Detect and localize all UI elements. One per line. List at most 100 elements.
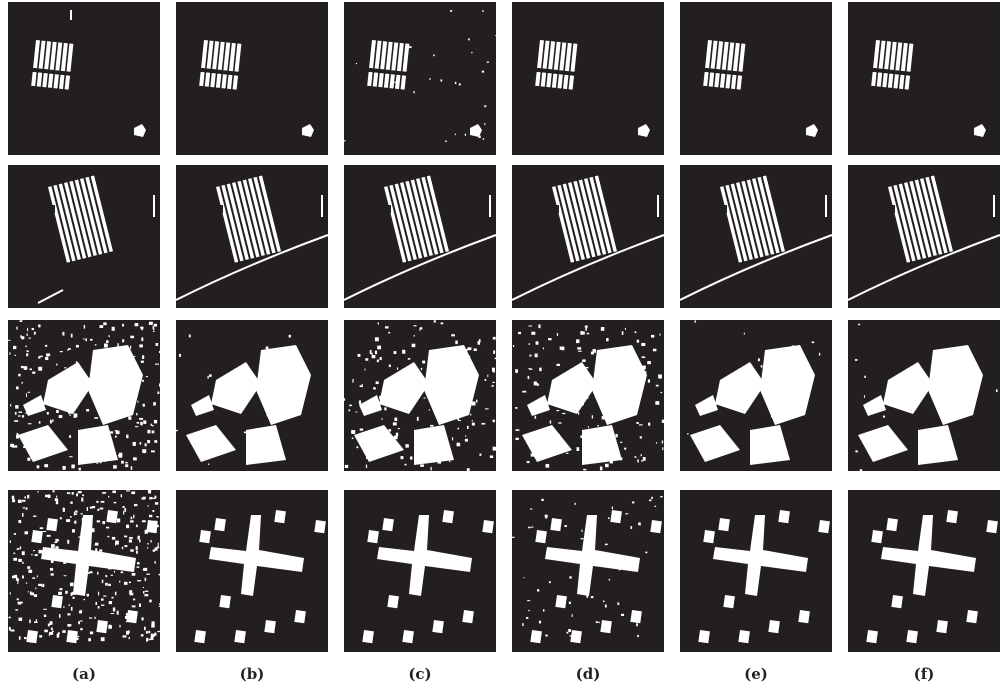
noise bbox=[121, 494, 122, 497]
noise bbox=[390, 387, 393, 389]
noise bbox=[440, 443, 441, 447]
noise bbox=[74, 512, 75, 516]
noise bbox=[541, 499, 543, 501]
noise bbox=[81, 513, 83, 514]
noise bbox=[438, 460, 441, 464]
noise bbox=[101, 598, 104, 600]
noise bbox=[13, 346, 16, 349]
noise bbox=[156, 516, 158, 518]
noise bbox=[40, 527, 43, 529]
noise bbox=[557, 333, 558, 336]
noise bbox=[431, 467, 432, 471]
noise bbox=[637, 635, 639, 637]
noise bbox=[539, 368, 541, 372]
noise bbox=[56, 496, 57, 498]
noise bbox=[608, 517, 610, 519]
patch bbox=[442, 510, 454, 523]
noise bbox=[458, 420, 461, 421]
noise bbox=[82, 518, 84, 522]
noise bbox=[94, 544, 96, 545]
noise bbox=[126, 613, 128, 616]
noise bbox=[23, 446, 25, 448]
noise bbox=[9, 627, 11, 631]
noise bbox=[10, 630, 14, 632]
noise bbox=[111, 575, 113, 576]
noise bbox=[60, 351, 63, 352]
noise bbox=[48, 624, 50, 627]
noise bbox=[155, 364, 159, 365]
noise bbox=[630, 526, 632, 529]
noise bbox=[478, 341, 480, 345]
noise bbox=[344, 398, 345, 400]
noise bbox=[86, 409, 89, 412]
noise bbox=[122, 324, 124, 327]
noise bbox=[72, 556, 75, 558]
noise bbox=[648, 379, 650, 382]
noise bbox=[534, 406, 535, 408]
noise bbox=[472, 423, 475, 426]
noise bbox=[141, 328, 143, 331]
noise bbox=[152, 425, 154, 426]
noise bbox=[567, 552, 569, 554]
noise bbox=[125, 462, 127, 464]
noise bbox=[56, 363, 57, 365]
patch bbox=[768, 620, 780, 633]
figure: (a)(b)(c)(d)(e)(f) bbox=[0, 0, 1000, 689]
noise bbox=[647, 361, 651, 364]
noise bbox=[558, 597, 559, 600]
noise bbox=[587, 333, 589, 334]
noise bbox=[792, 346, 795, 348]
noise bbox=[108, 527, 109, 529]
noise bbox=[440, 79, 442, 81]
noise bbox=[467, 386, 468, 389]
noise bbox=[941, 405, 943, 406]
noise bbox=[394, 436, 398, 440]
noise bbox=[798, 372, 800, 374]
noise bbox=[763, 441, 765, 443]
noise bbox=[26, 582, 27, 583]
noise bbox=[24, 531, 28, 534]
noise bbox=[146, 574, 150, 575]
noise bbox=[376, 381, 379, 384]
patch bbox=[891, 595, 903, 608]
noise bbox=[50, 568, 53, 571]
noise bbox=[120, 557, 123, 558]
noise bbox=[28, 570, 32, 573]
noise bbox=[746, 396, 747, 398]
noise bbox=[625, 513, 628, 514]
noise bbox=[595, 395, 596, 398]
noise bbox=[574, 503, 575, 505]
noise bbox=[468, 38, 470, 40]
noise bbox=[128, 416, 131, 419]
noise bbox=[404, 464, 406, 466]
noise bbox=[108, 496, 109, 498]
patch bbox=[698, 630, 710, 643]
change-map bbox=[8, 320, 162, 471]
noise bbox=[154, 633, 156, 636]
noise bbox=[159, 606, 162, 607]
noise bbox=[90, 571, 93, 573]
noise bbox=[92, 528, 95, 532]
noise bbox=[66, 519, 70, 522]
noise bbox=[393, 422, 397, 425]
noise bbox=[101, 637, 105, 641]
noise bbox=[159, 603, 162, 604]
noise bbox=[150, 637, 153, 640]
noise bbox=[493, 420, 495, 422]
noise bbox=[344, 140, 345, 141]
noise bbox=[761, 365, 763, 367]
noise bbox=[864, 376, 866, 378]
noise bbox=[476, 400, 477, 403]
noise bbox=[398, 378, 401, 381]
noise bbox=[531, 332, 535, 335]
noise bbox=[63, 508, 64, 509]
noise bbox=[515, 429, 519, 431]
noise bbox=[89, 386, 93, 389]
noise bbox=[18, 618, 22, 621]
noise bbox=[85, 517, 87, 520]
noise bbox=[111, 597, 113, 599]
noise bbox=[31, 554, 32, 555]
noise bbox=[603, 601, 605, 602]
change-map bbox=[176, 320, 328, 471]
noise bbox=[936, 365, 938, 367]
